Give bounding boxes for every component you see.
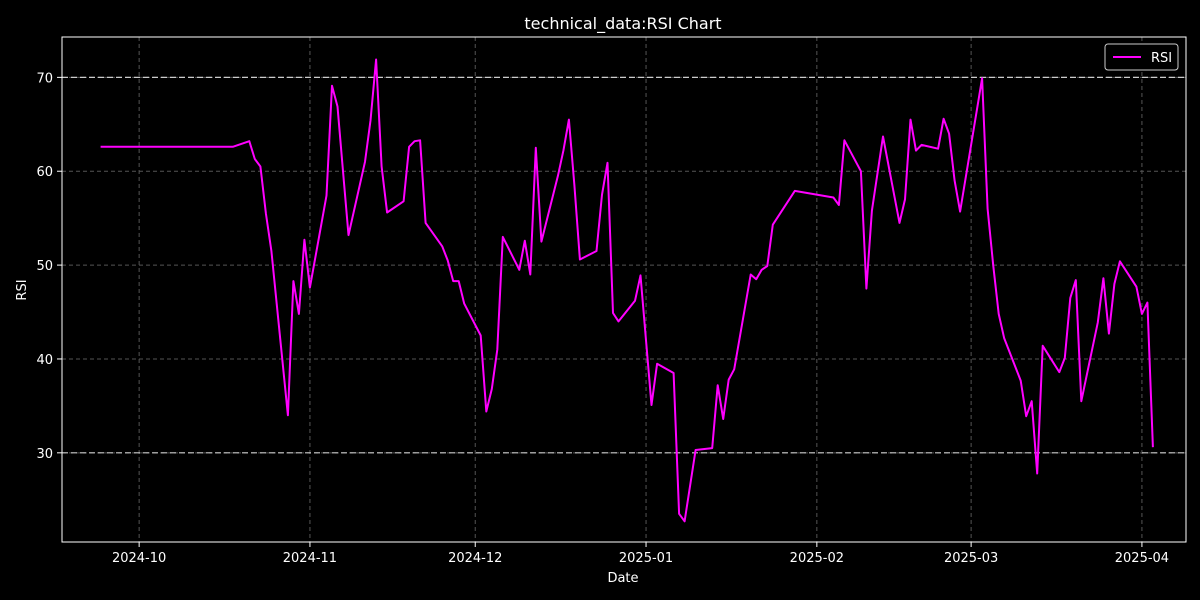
y-tick-label: 50 [36, 259, 53, 274]
legend-label-rsi: RSI [1151, 51, 1172, 66]
x-tick-label: 2025-03 [944, 551, 998, 566]
y-axis-label: RSI [15, 279, 30, 300]
x-tick-label: 2024-12 [448, 551, 502, 566]
x-tick-label: 2025-04 [1115, 551, 1169, 566]
x-tick-label: 2024-10 [112, 551, 166, 566]
series-line-rsi [100, 58, 1154, 523]
y-tick-label: 60 [36, 165, 53, 180]
y-tick-label: 30 [36, 447, 53, 462]
plot-frame [61, 36, 1187, 543]
y-tick-label: 40 [36, 353, 53, 368]
x-tick-label: 2024-11 [283, 551, 337, 566]
x-axis: 2024-10 2024-11 2024-12 2025-01 2025-02 2025-… [112, 542, 1169, 566]
legend: RSI [1104, 43, 1179, 71]
legend-box [1104, 43, 1179, 71]
y-axis: 30 40 50 60 70 [36, 71, 62, 462]
y-tick-label: 70 [36, 71, 53, 86]
chart-title: technical_data:RSI Chart [524, 14, 721, 34]
x-tick-label: 2025-01 [619, 551, 673, 566]
x-tick-label: 2025-02 [790, 551, 844, 566]
x-axis-label: Date [607, 571, 638, 586]
reference-lines [62, 76, 1186, 454]
series-layer [100, 58, 1154, 523]
